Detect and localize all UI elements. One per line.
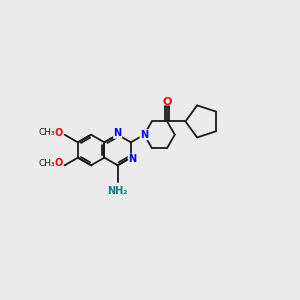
Text: O: O bbox=[55, 158, 63, 168]
Text: CH₃: CH₃ bbox=[38, 159, 55, 168]
Text: CH₃: CH₃ bbox=[38, 128, 55, 137]
Text: N: N bbox=[114, 128, 122, 138]
Text: O: O bbox=[55, 128, 63, 138]
Text: N: N bbox=[128, 154, 136, 164]
Text: N: N bbox=[140, 130, 148, 140]
Text: O: O bbox=[162, 97, 172, 107]
Text: NH₂: NH₂ bbox=[107, 186, 128, 196]
